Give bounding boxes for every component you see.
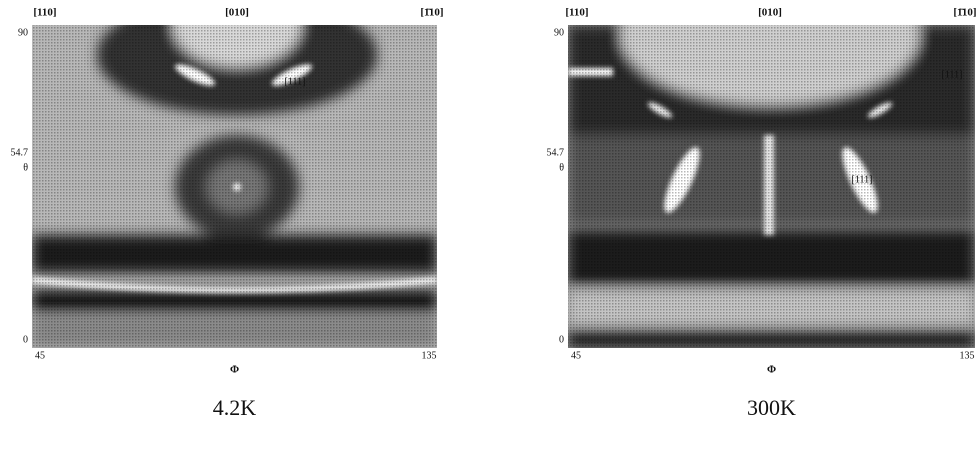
y-label: 0 [559,334,564,345]
x-label: 45 [571,350,581,361]
x-label: 135 [422,350,437,361]
direction-label: [1̄10] [420,7,443,19]
caption: 300K [747,395,796,420]
x-label: 45 [35,350,45,361]
map-4k [32,25,437,348]
annotation: [111] [285,76,306,87]
annotation: [111] [942,69,963,80]
direction-label: [110] [565,7,588,19]
caption: 4.2K [213,395,257,420]
map-300k [568,25,975,348]
y-label: 0 [23,334,28,345]
y-label: 54.7 [11,147,29,158]
x-label: 135 [960,350,975,361]
y-label: 54.7 [547,147,565,158]
direction-label: [110] [33,7,56,19]
direction-label: [1̄10] [953,7,976,19]
y-label: θ [559,162,564,173]
y-label: 90 [554,27,564,38]
y-label: θ [23,162,28,173]
direction-label: [010] [225,7,249,19]
x-label: Φ [230,364,239,376]
annotation: [111] [852,174,873,185]
x-label: Φ [767,364,776,376]
y-label: 90 [18,27,28,38]
direction-label: [010] [758,7,782,19]
